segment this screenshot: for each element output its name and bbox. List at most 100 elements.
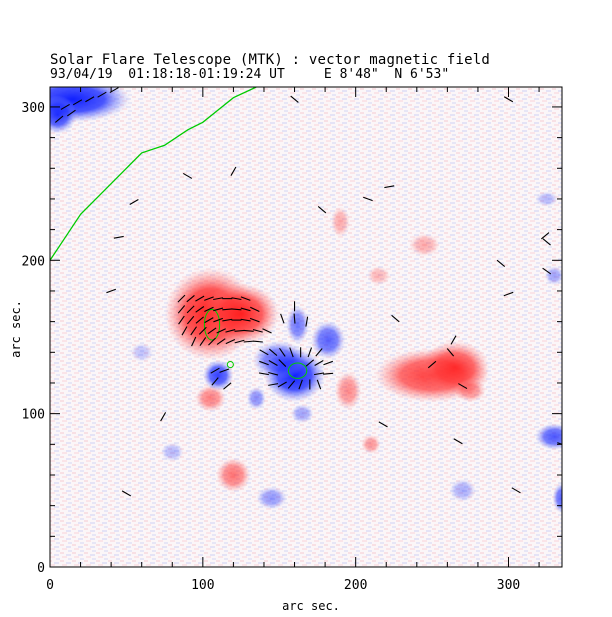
field-vector-94 <box>496 259 506 267</box>
field-vector-101 <box>511 487 521 494</box>
negative-polarity-region-22 <box>50 95 77 134</box>
field-vector-57 <box>258 372 269 376</box>
field-vector-63 <box>287 380 296 389</box>
field-vector-3 <box>204 296 214 301</box>
field-vector-106 <box>541 232 550 240</box>
field-vector-67 <box>210 367 220 374</box>
positive-polarity-region-4 <box>216 457 251 493</box>
field-vector-85 <box>290 95 299 103</box>
field-vector-96 <box>427 360 437 369</box>
field-vector-34 <box>252 329 263 333</box>
negative-polarity-region-24 <box>544 266 562 286</box>
field-vector-12 <box>213 307 224 312</box>
field-vector-82 <box>106 288 117 294</box>
chart-title: Solar Flare Telescope (MTK) : vector mag… <box>50 52 491 68</box>
field-vector-9 <box>186 305 195 314</box>
field-vector-52 <box>268 360 278 367</box>
field-vector-31 <box>225 329 236 333</box>
negative-polarity-region-25 <box>535 191 559 207</box>
negative-polarity-region-18 <box>290 404 314 424</box>
field-vector-19 <box>195 316 204 324</box>
field-vector-2 <box>195 295 205 302</box>
x-axis-label: arc sec. <box>282 599 340 613</box>
field-vector-107 <box>542 267 552 275</box>
chart-subtitle: 93/04/19 01:18:18-01:19:24 UT E 8'48" N … <box>50 67 450 82</box>
field-vector-64 <box>298 379 303 390</box>
axes: 0 100 200 300 0 100 200 300 <box>22 86 563 593</box>
negative-polarity-region-14 <box>202 359 234 391</box>
field-vector-102 <box>121 490 132 497</box>
field-vector-88 <box>182 172 193 179</box>
field-vector-97 <box>458 383 468 390</box>
y-tick-label: 0 <box>37 561 45 576</box>
positive-polarity-region-10 <box>409 233 440 257</box>
field-vector-22 <box>222 318 233 322</box>
field-vector-47 <box>289 347 294 358</box>
negative-polarity-region-26 <box>449 478 477 502</box>
x-tick-label: 300 <box>497 578 520 593</box>
field-vector-56 <box>323 360 334 366</box>
field-vector-28 <box>198 326 207 335</box>
field-vector-36 <box>191 336 197 347</box>
field-vector-18 <box>186 315 195 325</box>
field-vector-1 <box>186 294 195 303</box>
field-vector-14 <box>231 308 242 311</box>
field-vector-32 <box>234 329 245 332</box>
field-vector-69 <box>211 377 219 386</box>
field-vector-42 <box>243 340 254 343</box>
field-vector-87 <box>230 166 237 176</box>
field-vector-50 <box>315 348 323 357</box>
negative-polarity-region-28 <box>130 342 154 362</box>
field-vector-35 <box>262 328 272 334</box>
field-vector-103 <box>160 412 167 422</box>
field-vector-74 <box>280 313 285 324</box>
y-tick-label: 100 <box>22 408 45 423</box>
negative-polarity-region-15 <box>310 320 346 360</box>
umbra-contour-1 <box>287 362 308 379</box>
positive-polarity-region-6 <box>334 371 362 410</box>
field-vector-105 <box>378 421 388 428</box>
field-vector-72 <box>293 313 296 324</box>
field-vector-15 <box>240 307 251 312</box>
field-vector-93 <box>450 335 457 345</box>
field-vector-29 <box>207 327 217 335</box>
negative-polarity-region-23 <box>256 486 287 510</box>
field-vector-45 <box>268 348 278 356</box>
field-vector-24 <box>240 318 251 322</box>
negative-polarity-region-19 <box>535 423 562 451</box>
field-vector-70 <box>223 382 232 390</box>
field-vector-8 <box>177 305 186 314</box>
field-vector-41 <box>234 339 245 344</box>
field-vector-90 <box>384 185 395 189</box>
field-vector-16 <box>250 306 260 312</box>
field-vector-0 <box>177 294 186 303</box>
field-vector-62 <box>277 381 287 388</box>
positive-polarity-region-5 <box>195 384 226 412</box>
positive-polarity-region-7 <box>361 434 381 454</box>
field-vector-37 <box>199 337 207 346</box>
x-tick-label: 200 <box>344 578 367 593</box>
umbra-contour-0 <box>203 308 221 341</box>
field-vector-11 <box>204 306 214 312</box>
plot-area <box>50 87 562 567</box>
field-vector-33 <box>243 329 254 332</box>
field-vector-6 <box>231 297 242 301</box>
field-vector-10 <box>195 306 205 313</box>
field-vector-68 <box>219 368 230 373</box>
field-vector-54 <box>305 359 315 367</box>
field-vector-61 <box>268 383 279 386</box>
plot-frame <box>49 86 563 568</box>
positive-polarity-region-11 <box>455 379 486 403</box>
field-vector-51 <box>259 360 269 366</box>
field-vector-55 <box>314 360 324 367</box>
field-vector-92 <box>503 291 514 297</box>
field-vector-108 <box>542 238 551 246</box>
field-vector-44 <box>259 349 269 356</box>
field-vector-91 <box>503 96 514 103</box>
field-vector-100 <box>557 442 562 445</box>
field-vector-49 <box>307 347 313 358</box>
field-vector-83 <box>113 235 124 239</box>
x-tick-label: 100 <box>191 578 214 593</box>
field-vector-40 <box>225 338 236 345</box>
